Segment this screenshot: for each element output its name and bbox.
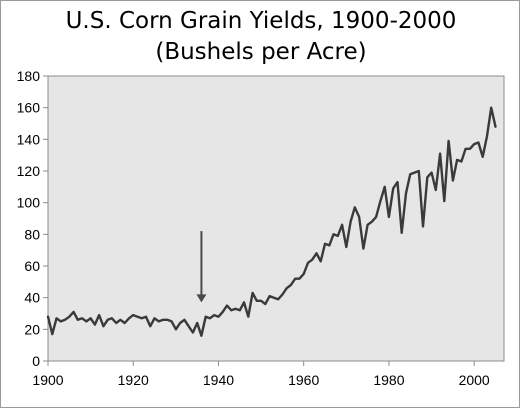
y-tick-label: 120 [17,163,41,179]
x-axis: 1900 1920 1940 1960 1980 2000 [32,361,490,388]
y-tick-label: 100 [17,195,41,211]
x-tick-label: 2000 [459,372,490,388]
y-tick-label: 0 [32,353,40,369]
y-tick-label: 20 [24,321,40,337]
plot-area [47,75,505,362]
x-tick-label: 1960 [288,372,319,388]
y-tick-label: 160 [17,100,41,116]
x-tick-label: 1900 [32,372,63,388]
chart-title: U.S. Corn Grain Yields, 1900-2000 [66,8,457,34]
y-tick-label: 60 [24,258,40,274]
yield-series-line [46,106,497,337]
annotations [196,231,207,303]
x-tick-label: 1980 [373,372,404,388]
y-tick-label: 80 [24,226,40,242]
chart-subtitle: (Bushels per Acre) [155,39,366,65]
x-tick-label: 1940 [203,372,234,388]
y-tick-label: 180 [17,68,41,84]
y-tick-label: 140 [17,131,41,147]
data-series [46,106,497,337]
y-axis: 0 20 40 60 80 100 120 140 160 180 [17,68,48,369]
arrow-head [196,294,207,303]
x-tick-label: 1920 [118,372,149,388]
y-tick-label: 40 [24,290,40,306]
